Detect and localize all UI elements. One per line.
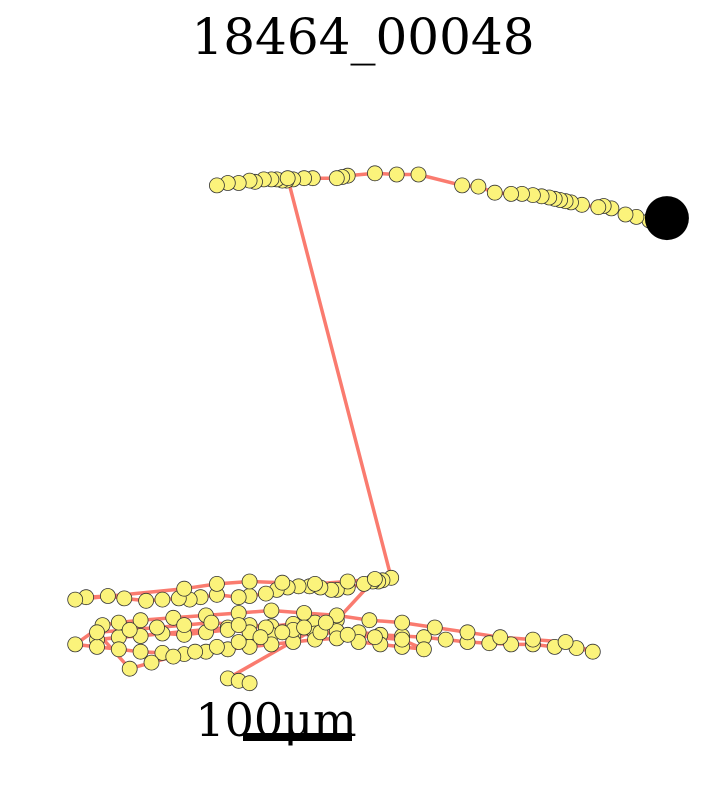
track-point <box>149 619 165 636</box>
track-point <box>503 636 520 653</box>
track-point <box>361 612 378 629</box>
track-point <box>503 185 520 202</box>
track-point <box>89 624 105 641</box>
track-point <box>366 571 383 587</box>
track-point <box>263 602 280 619</box>
track-point <box>584 643 601 660</box>
track-point <box>328 170 345 187</box>
track-point <box>366 165 383 182</box>
track-point <box>154 591 171 608</box>
track-point <box>339 626 356 643</box>
track-point <box>459 624 476 641</box>
track-point <box>110 614 127 631</box>
track-point <box>116 590 133 607</box>
track-point <box>121 622 138 638</box>
track-point <box>176 617 193 633</box>
track-point <box>67 636 84 653</box>
track-point <box>274 624 291 641</box>
track-end-marker <box>644 196 689 241</box>
track-point <box>415 641 432 658</box>
track-point <box>296 605 313 621</box>
scale-bar: 100μm <box>195 693 356 747</box>
track-point <box>138 592 155 609</box>
track-point <box>100 588 116 604</box>
track-point <box>307 576 323 592</box>
track-point <box>241 573 258 590</box>
track-point <box>437 631 454 648</box>
track-point <box>279 170 296 187</box>
chart-title: 18464_00048 <box>191 8 534 66</box>
track-point <box>208 639 225 655</box>
track-point <box>394 631 411 648</box>
track-point <box>67 591 84 608</box>
track-point <box>470 178 487 195</box>
track-point <box>257 585 274 602</box>
scale-bar-line <box>243 733 352 741</box>
track-point <box>187 643 204 660</box>
track-point <box>426 619 443 636</box>
track-point <box>339 573 356 590</box>
track-point <box>274 574 291 591</box>
track-point <box>89 639 105 655</box>
track-point <box>230 634 247 650</box>
track-point <box>132 612 149 629</box>
track-point <box>557 634 574 650</box>
track-point <box>296 619 313 636</box>
track-point <box>110 641 127 658</box>
track-point <box>350 634 367 650</box>
track-point <box>252 629 269 646</box>
track-point <box>121 660 138 677</box>
track-point <box>208 177 225 194</box>
track-point <box>208 576 225 592</box>
track-point <box>165 648 182 665</box>
track-point <box>394 614 411 631</box>
track-point <box>317 614 334 631</box>
track-point <box>525 631 541 648</box>
track-point <box>388 166 405 183</box>
track-point <box>617 206 634 223</box>
track-point <box>486 184 503 201</box>
track-point <box>230 617 247 633</box>
track-point <box>241 675 258 692</box>
track-point <box>366 629 383 646</box>
track-point <box>454 177 471 194</box>
track-point <box>263 636 280 653</box>
track-layer <box>67 165 689 692</box>
track-point <box>132 643 149 660</box>
track-point <box>230 589 247 606</box>
track-point <box>492 629 509 646</box>
track-point <box>143 654 160 671</box>
track-point <box>203 614 220 631</box>
track-point <box>590 199 607 216</box>
track-point <box>410 166 427 183</box>
track-point <box>176 580 193 597</box>
track-point <box>328 607 345 624</box>
track-point <box>165 609 182 626</box>
